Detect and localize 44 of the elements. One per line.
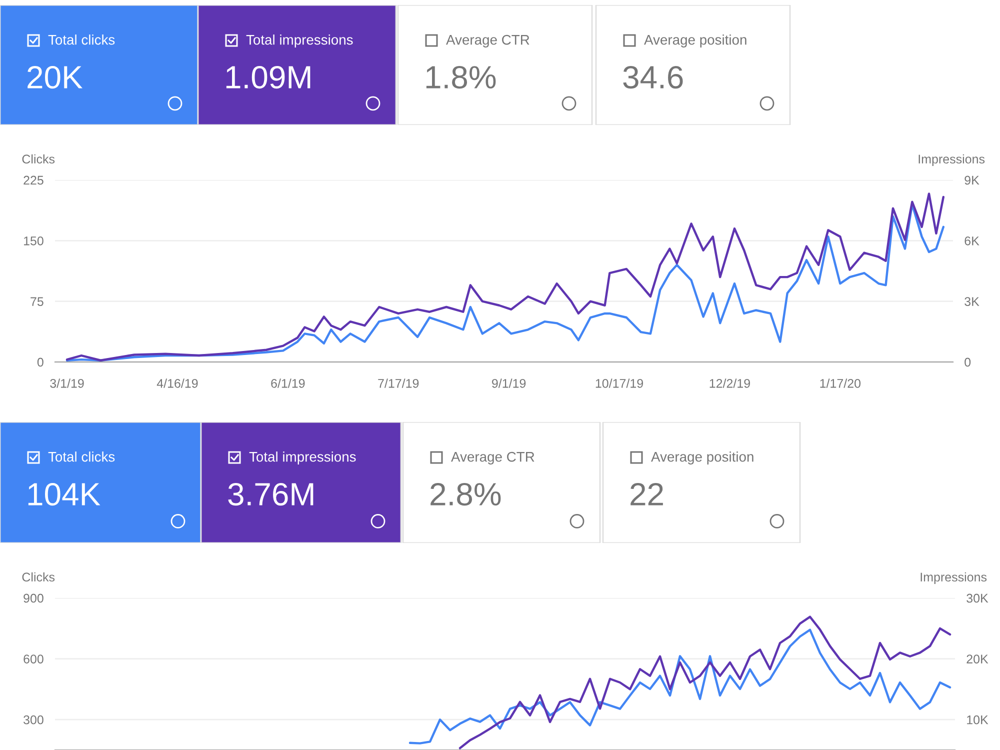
x-tick-label: 9/1/19 <box>492 378 526 388</box>
text: Total impressions <box>249 452 356 464</box>
y2-tick-label: 6K <box>964 236 980 246</box>
y2-tick-label: 10K <box>967 715 988 724</box>
line-series <box>458 616 952 750</box>
y2-tick-label: 0 <box>964 358 971 367</box>
y2-axis-title: Impressions <box>918 154 985 166</box>
y-tick-label: 300 <box>24 715 44 724</box>
text: Total clicks <box>48 452 115 462</box>
y-tick-label: 225 <box>24 176 44 185</box>
x-tick-label: 3/1/19 <box>50 378 84 388</box>
text: 20K <box>28 66 82 89</box>
y2-tick-label: 30K <box>966 594 988 603</box>
text: Average CTR <box>446 34 530 48</box>
text: Average position <box>644 34 746 48</box>
y2-axis-title: Impressions <box>920 572 987 584</box>
text: 1.09M <box>226 66 310 89</box>
x-tick-label: 7/17/19 <box>378 378 419 388</box>
x-tick-label: 10/17/19 <box>596 378 643 388</box>
line-series <box>408 628 952 744</box>
text: 104K <box>28 482 100 506</box>
text: Total impressions <box>246 34 353 48</box>
x-tick-label: 4/16/19 <box>156 378 198 388</box>
y2-tick-label: 9K <box>964 176 980 185</box>
text: Total clicks <box>48 34 115 45</box>
y-tick-label: 900 <box>24 594 44 603</box>
y-tick-label: 0 <box>37 358 44 367</box>
text: 3.76M <box>228 482 314 506</box>
y-tick-label: 75 <box>30 297 44 306</box>
text: 34.6 <box>623 66 683 89</box>
x-tick-label: 12/2/19 <box>710 378 750 388</box>
y-tick-label: 150 <box>24 236 44 246</box>
y-axis-title: Clicks <box>22 154 55 164</box>
y-axis-title: Clicks <box>22 572 55 582</box>
text: 2.8% <box>430 482 501 506</box>
y2-tick-label: 3K <box>964 297 980 306</box>
x-tick-label: 1/17/20 <box>820 378 861 388</box>
text: Average CTR <box>451 452 534 464</box>
text: 22 <box>630 482 663 506</box>
y2-tick-label: 20K <box>966 654 988 664</box>
y-tick-label: 600 <box>24 654 44 664</box>
text: Average position <box>651 452 754 464</box>
x-tick-label: 6/1/19 <box>271 378 305 388</box>
text: 1.8% <box>426 66 496 89</box>
